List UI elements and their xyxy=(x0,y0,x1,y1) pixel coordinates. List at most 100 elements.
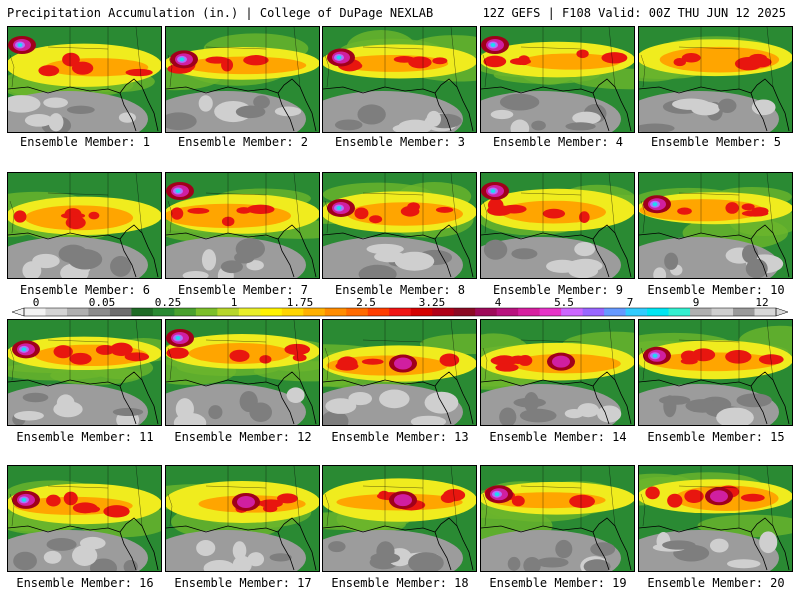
ensemble-member-caption: Ensemble Member: 5 xyxy=(650,135,782,149)
member-map-panel xyxy=(7,319,162,426)
member-map-panel xyxy=(638,319,793,426)
precipitation-field-map xyxy=(166,320,319,425)
colorbar-tick-label: 0.25 xyxy=(154,296,182,309)
precipitation-field-map xyxy=(481,320,634,425)
ensemble-member-caption: Ensemble Member: 16 xyxy=(16,576,154,590)
colorbar-swatch xyxy=(174,308,197,316)
precipitation-field-map xyxy=(166,27,319,132)
ensemble-member-caption: Ensemble Member: 9 xyxy=(492,283,624,297)
colorbar-swatch xyxy=(324,308,347,316)
precipitation-field-map xyxy=(481,466,634,571)
ensemble-member-caption: Ensemble Member: 4 xyxy=(492,135,624,149)
colorbar-swatch xyxy=(367,308,390,316)
model-run-valid-time: 12Z GEFS | F108 Valid: 00Z THU JUN 12 20… xyxy=(482,6,786,20)
colorbar-swatch xyxy=(303,308,326,316)
precipitation-field-map xyxy=(639,173,792,278)
member-map-panel xyxy=(165,26,320,133)
precipitation-field-map xyxy=(8,173,161,278)
colorbar-right-arrow xyxy=(775,307,789,317)
colorbar-tick-label: 7 xyxy=(626,296,634,309)
member-map-panel xyxy=(322,26,477,133)
member-map-panel xyxy=(7,26,162,133)
colorbar-swatch xyxy=(604,308,627,316)
member-map-panel xyxy=(638,465,793,572)
precipitation-field-map xyxy=(166,173,319,278)
colorbar-swatch xyxy=(539,308,562,316)
colorbar-swatch xyxy=(109,308,132,316)
colorbar-swatch xyxy=(260,308,283,316)
ensemble-member-caption: Ensemble Member: 11 xyxy=(16,430,154,444)
ensemble-member-caption: Ensemble Member: 6 xyxy=(19,283,151,297)
colorbar-swatch xyxy=(647,308,670,316)
member-map-panel xyxy=(638,26,793,133)
precipitation-field-map xyxy=(639,466,792,571)
precipitation-field-map xyxy=(639,320,792,425)
colorbar-tick-label: 0.05 xyxy=(88,296,116,309)
colorbar-swatch xyxy=(582,308,605,316)
ensemble-member-caption: Ensemble Member: 20 xyxy=(647,576,785,590)
precipitation-field-map xyxy=(481,173,634,278)
colorbar-left-arrow xyxy=(11,307,25,317)
ensemble-member-caption: Ensemble Member: 19 xyxy=(489,576,627,590)
colorbar-swatch xyxy=(66,308,89,316)
map-title: Precipitation Accumulation (in.) | Colle… xyxy=(7,6,434,20)
precipitation-field-map xyxy=(323,320,476,425)
precipitation-field-map xyxy=(323,173,476,278)
colorbar-swatch xyxy=(754,308,777,316)
ensemble-member-caption: Ensemble Member: 12 xyxy=(174,430,312,444)
precipitation-field-map xyxy=(323,27,476,132)
ensemble-member-caption: Ensemble Member: 3 xyxy=(334,135,466,149)
colorbar-tick-label: 0 xyxy=(32,296,40,309)
colorbar-swatch xyxy=(281,308,304,316)
member-map-panel xyxy=(7,465,162,572)
precipitation-field-map xyxy=(639,27,792,132)
colorbar-swatch xyxy=(432,308,455,316)
member-map-panel xyxy=(7,172,162,279)
ensemble-member-caption: Ensemble Member: 7 xyxy=(177,283,309,297)
colorbar-tick-label: 1 xyxy=(230,296,238,309)
ensemble-member-caption: Ensemble Member: 18 xyxy=(331,576,469,590)
precipitation-field-map xyxy=(481,27,634,132)
colorbar-swatch xyxy=(24,308,46,316)
member-map-panel xyxy=(322,172,477,279)
ensemble-member-caption: Ensemble Member: 13 xyxy=(331,430,469,444)
colorbar-swatch xyxy=(45,308,68,316)
ensemble-member-caption: Ensemble Member: 1 xyxy=(19,135,151,149)
colorbar-swatch xyxy=(238,308,261,316)
colorbar-tick-label: 4 xyxy=(494,296,502,309)
ensemble-member-caption: Ensemble Member: 17 xyxy=(174,576,312,590)
colorbar-swatch xyxy=(561,308,584,316)
colorbar-tick-label: 5.5 xyxy=(554,296,574,309)
precipitation-field-map xyxy=(323,466,476,571)
colorbar-swatch xyxy=(668,308,691,316)
ensemble-member-caption: Ensemble Member: 10 xyxy=(647,283,785,297)
precipitation-field-map xyxy=(8,320,161,425)
colorbar-swatch xyxy=(88,308,111,316)
member-map-panel xyxy=(638,172,793,279)
colorbar-swatch xyxy=(346,308,369,316)
member-map-panel xyxy=(480,172,635,279)
colorbar-swatch xyxy=(389,308,412,316)
colorbar-swatch xyxy=(152,308,175,316)
precipitation-field-map xyxy=(8,466,161,571)
member-map-panel xyxy=(480,465,635,572)
ensemble-member-caption: Ensemble Member: 8 xyxy=(334,283,466,297)
colorbar-tick-label: 3.25 xyxy=(418,296,446,309)
member-map-panel xyxy=(480,26,635,133)
colorbar-swatch xyxy=(518,308,541,316)
colorbar-tick-label: 2.5 xyxy=(356,296,376,309)
ensemble-member-caption: Ensemble Member: 14 xyxy=(489,430,627,444)
precipitation-field-map xyxy=(8,27,161,132)
member-map-panel xyxy=(165,319,320,426)
colorbar-swatch xyxy=(711,308,734,316)
member-map-panel xyxy=(322,319,477,426)
member-map-panel xyxy=(322,465,477,572)
member-map-panel xyxy=(165,172,320,279)
colorbar-swatch xyxy=(733,308,756,316)
ensemble-member-caption: Ensemble Member: 2 xyxy=(177,135,309,149)
precipitation-field-map xyxy=(166,466,319,571)
colorbar-swatch xyxy=(690,308,713,316)
colorbar-tick-label: 9 xyxy=(692,296,700,309)
colorbar-swatch xyxy=(475,308,498,316)
colorbar-swatch xyxy=(131,308,154,316)
